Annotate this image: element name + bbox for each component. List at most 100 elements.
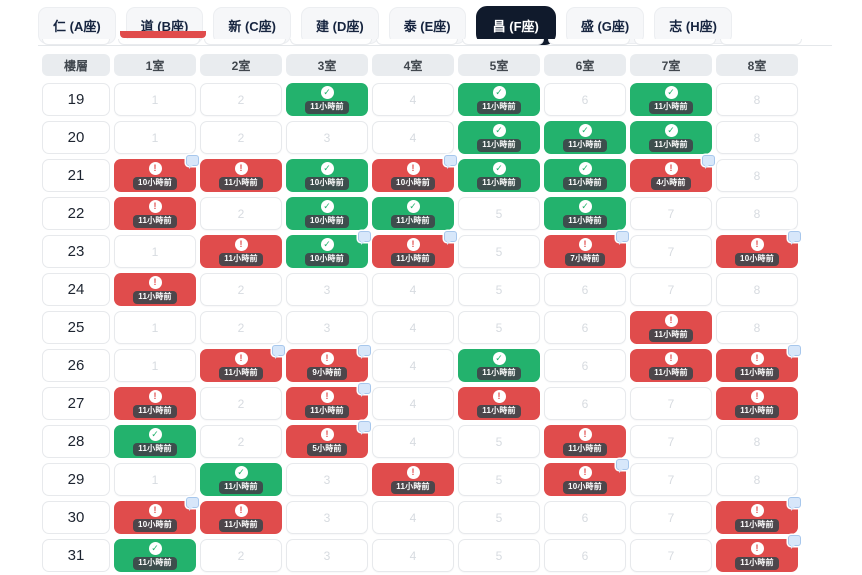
unit-cell[interactable]: ✓ 11小時前 — [544, 121, 626, 154]
unit-cell[interactable]: 6 — [544, 311, 626, 344]
unit-cell[interactable]: ! 11小時前 — [716, 497, 801, 534]
unit-cell[interactable]: ! 11小時前 — [372, 463, 454, 496]
unit-cell[interactable]: 2 — [200, 121, 282, 154]
unit-cell[interactable]: 7 — [630, 387, 712, 420]
unit-cell[interactable]: 8 — [716, 197, 798, 230]
unit-cell[interactable]: 4 — [372, 387, 454, 420]
unit-cell[interactable]: 6 — [544, 349, 626, 382]
unit-cell[interactable]: 2 — [200, 273, 282, 306]
unit-cell[interactable]: ✓ 11小時前 — [630, 83, 712, 116]
unit-cell[interactable]: 7 — [630, 197, 712, 230]
unit-cell[interactable]: 2 — [200, 425, 282, 458]
unit-cell[interactable]: 4 — [372, 425, 454, 458]
unit-cell[interactable]: 5 — [458, 501, 540, 534]
unit-cell[interactable]: ✓ 11小時前 — [458, 83, 540, 116]
unit-cell[interactable]: 8 — [716, 311, 798, 344]
unit-cell[interactable]: 8 — [716, 425, 798, 458]
unit-cell[interactable]: ✓ 10小時前 — [286, 197, 368, 230]
unit-cell[interactable]: 4 — [372, 349, 454, 382]
unit-cell[interactable]: ! 11小時前 — [114, 387, 196, 420]
unit-cell[interactable]: 5 — [458, 235, 540, 268]
unit-cell[interactable]: ! 10小時前 — [114, 155, 199, 192]
unit-cell[interactable]: 5 — [458, 463, 540, 496]
unit-cell[interactable]: 6 — [544, 83, 626, 116]
unit-cell[interactable]: 7 — [630, 463, 712, 496]
unit-cell[interactable]: 3 — [286, 311, 368, 344]
unit-cell[interactable]: ! 11小時前 — [200, 501, 282, 534]
unit-cell[interactable]: ! 4小時前 — [630, 155, 715, 192]
unit-cell[interactable]: ✓ 11小時前 — [114, 425, 196, 458]
unit-cell[interactable]: 7 — [630, 539, 712, 572]
tab-block-F[interactable]: 昌 (F座) — [475, 6, 556, 45]
tab-block-E[interactable]: 泰 (E座) — [388, 7, 466, 44]
unit-cell[interactable]: ! 11小時前 — [716, 535, 801, 572]
unit-cell[interactable]: 4 — [372, 273, 454, 306]
unit-cell[interactable]: 3 — [286, 539, 368, 572]
unit-cell[interactable]: ! 11小時前 — [372, 231, 457, 268]
unit-cell[interactable]: 6 — [544, 387, 626, 420]
unit-cell[interactable]: 5 — [458, 539, 540, 572]
unit-cell[interactable]: ✓ 11小時前 — [372, 197, 454, 230]
unit-cell[interactable]: ! 10小時前 — [114, 497, 199, 534]
unit-cell[interactable]: 3 — [286, 273, 368, 306]
unit-cell[interactable]: 5 — [458, 311, 540, 344]
unit-cell[interactable]: 6 — [544, 501, 626, 534]
unit-cell[interactable]: 8 — [716, 273, 798, 306]
unit-cell[interactable]: ! 5小時前 — [286, 421, 371, 458]
unit-cell[interactable]: 7 — [630, 235, 712, 268]
tab-block-A[interactable]: 仁 (A座) — [38, 7, 116, 44]
unit-cell[interactable]: 3 — [286, 501, 368, 534]
unit-cell[interactable]: 5 — [458, 273, 540, 306]
unit-cell[interactable]: ! 7小時前 — [544, 231, 629, 268]
unit-cell[interactable]: ! 11小時前 — [114, 273, 196, 306]
unit-cell[interactable]: 4 — [372, 121, 454, 154]
unit-cell[interactable]: 1 — [114, 121, 196, 154]
unit-cell[interactable]: 7 — [630, 273, 712, 306]
unit-cell[interactable]: 6 — [544, 273, 626, 306]
unit-cell[interactable]: ✓ 11小時前 — [544, 159, 626, 192]
tab-block-G[interactable]: 盛 (G座) — [565, 7, 645, 44]
unit-cell[interactable]: 1 — [114, 311, 196, 344]
unit-cell[interactable]: 1 — [114, 235, 196, 268]
unit-cell[interactable]: 6 — [544, 539, 626, 572]
unit-cell[interactable]: ! 10小時前 — [544, 459, 629, 496]
unit-cell[interactable]: 2 — [200, 83, 282, 116]
unit-cell[interactable]: ✓ 11小時前 — [114, 539, 196, 572]
unit-cell[interactable]: 4 — [372, 501, 454, 534]
unit-cell[interactable]: 7 — [630, 501, 712, 534]
tab-block-H[interactable]: 志 (H座) — [654, 7, 732, 44]
unit-cell[interactable]: 2 — [200, 197, 282, 230]
unit-cell[interactable]: ! 11小時前 — [200, 159, 282, 192]
unit-cell[interactable]: ! 11小時前 — [716, 345, 801, 382]
unit-cell[interactable]: ! 11小時前 — [286, 383, 371, 420]
unit-cell[interactable]: ! 11小時前 — [716, 387, 798, 420]
unit-cell[interactable]: ! 11小時前 — [458, 387, 540, 420]
unit-cell[interactable]: ! 11小時前 — [544, 425, 626, 458]
unit-cell[interactable]: ✓ 10小時前 — [286, 231, 371, 268]
unit-cell[interactable]: ✓ 11小時前 — [458, 121, 540, 154]
unit-cell[interactable]: 4 — [372, 539, 454, 572]
unit-cell[interactable]: ! 9小時前 — [286, 345, 371, 382]
unit-cell[interactable]: 2 — [200, 539, 282, 572]
unit-cell[interactable]: ✓ 11小時前 — [630, 121, 712, 154]
unit-cell[interactable]: ! 10小時前 — [372, 155, 457, 192]
unit-cell[interactable]: 4 — [372, 311, 454, 344]
unit-cell[interactable]: 8 — [716, 159, 798, 192]
unit-cell[interactable]: 7 — [630, 425, 712, 458]
unit-cell[interactable]: ✓ 11小時前 — [458, 159, 540, 192]
unit-cell[interactable]: 3 — [286, 463, 368, 496]
tab-block-C[interactable]: 新 (C座) — [213, 7, 292, 44]
unit-cell[interactable]: ✓ 11小時前 — [200, 463, 282, 496]
unit-cell[interactable]: ! 11小時前 — [200, 345, 285, 382]
unit-cell[interactable]: ! 11小時前 — [114, 197, 196, 230]
unit-cell[interactable]: 1 — [114, 463, 196, 496]
unit-cell[interactable]: ! 10小時前 — [716, 231, 801, 268]
unit-cell[interactable]: 8 — [716, 463, 798, 496]
unit-cell[interactable]: ✓ 10小時前 — [286, 159, 368, 192]
unit-cell[interactable]: 5 — [458, 425, 540, 458]
unit-cell[interactable]: ! 11小時前 — [630, 349, 712, 382]
unit-cell[interactable]: 1 — [114, 83, 196, 116]
unit-cell[interactable]: 4 — [372, 83, 454, 116]
unit-cell[interactable]: ✓ 11小時前 — [458, 349, 540, 382]
unit-cell[interactable]: ✓ 11小時前 — [544, 197, 626, 230]
